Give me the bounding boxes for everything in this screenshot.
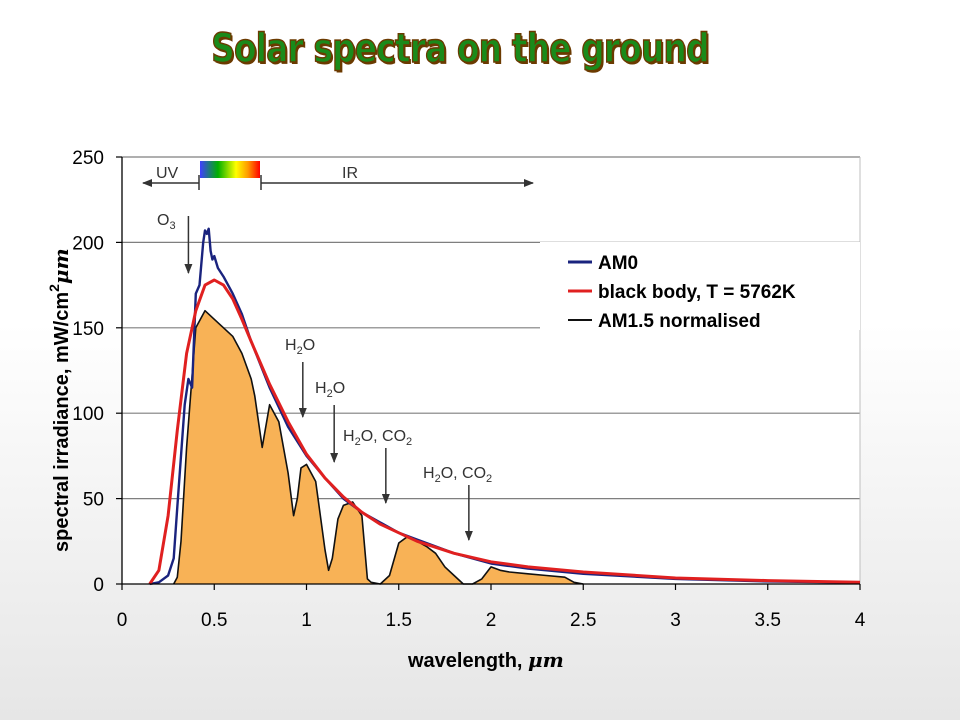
series-layer [148,227,861,586]
y-axis-title: spectral irradiance, mW/cm2μm [46,248,73,552]
absorption-label-0: O3 [157,212,176,232]
x-axis-title: wavelength, μm [407,648,564,672]
x-tick-label-6: 3 [670,610,681,631]
x-tick-label-1: 0.5 [201,610,227,631]
x-tick-label-4: 2 [486,610,497,631]
y-tick-label-0: 0 [93,575,104,596]
visible-spectrum-bar [200,161,260,178]
x-tick-label-8: 4 [855,610,866,631]
legend-label-am15: AM1.5 normalised [598,311,761,332]
y-tick-label-1: 50 [83,490,104,511]
legend: AM0 black body, T = 5762K AM1.5 normalis… [540,242,860,332]
series-line-black-body [148,278,861,585]
y-tick-label-4: 200 [72,233,104,254]
tick-labels: 0 50 100 150 200 250 0 0.5 1 1.5 2 2.5 3 3.5 4 [72,148,865,631]
y-tick-label-2: 100 [72,404,104,425]
absorption-label-3: H2O, CO2 [343,428,412,448]
y-tick-label-3: 150 [72,319,104,340]
slide-title: Solar spectra on the ground [211,25,711,73]
x-tick-label-5: 2.5 [570,610,596,631]
x-tick-label-2: 1 [301,610,312,631]
uv-label: UV [156,165,179,182]
x-tick-label-0: 0 [117,610,128,631]
series-fill-am15 [173,310,584,584]
x-tick-label-3: 1.5 [386,610,412,631]
spectrum-band: UV IR [142,161,534,190]
legend-box [540,242,860,330]
absorption-annotations: O3 H2O H2O H2O, CO2 H2O, CO2 [157,212,492,541]
legend-label-black-body: black body, T = 5762K [598,282,796,303]
y-tick-label-5: 250 [72,148,104,169]
x-tick-label-7: 3.5 [755,610,781,631]
absorption-label-4: H2O, CO2 [423,465,492,485]
absorption-label-2: H2O [315,380,345,400]
series-line-am15 [172,309,584,585]
absorption-label-1: H2O [285,337,315,357]
ir-label: IR [342,165,358,182]
legend-label-am0: AM0 [598,253,638,274]
